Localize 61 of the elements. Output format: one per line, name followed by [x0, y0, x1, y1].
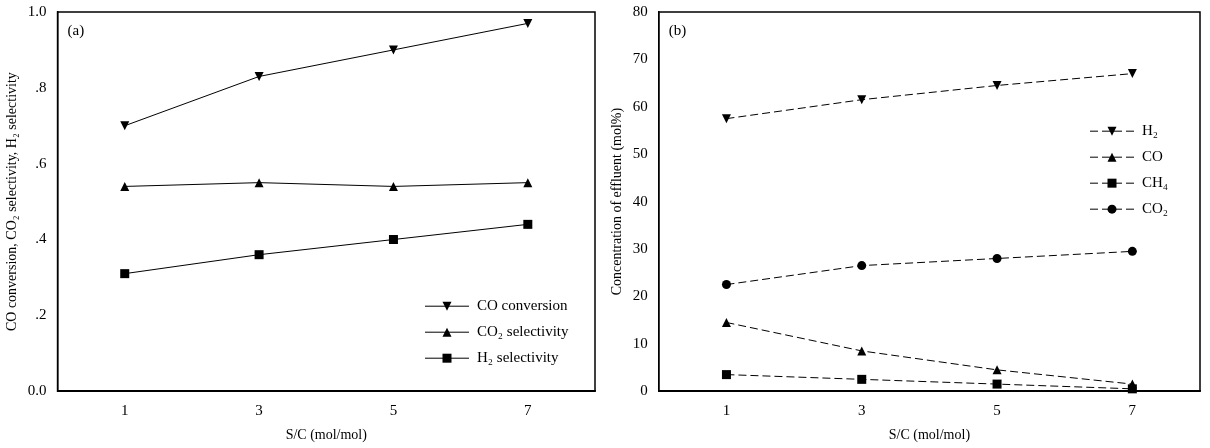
point — [1127, 69, 1137, 79]
y-tick-label: 1.0 — [27, 2, 47, 19]
x-tick-label: 3 — [255, 402, 263, 419]
legend-label: CO — [1142, 148, 1163, 165]
legend-label: H₂ selectivity — [477, 349, 559, 366]
point — [388, 235, 398, 245]
point — [388, 181, 398, 191]
point — [254, 178, 264, 188]
annotation: (a) — [67, 22, 85, 40]
y-tick-label: 20 — [632, 287, 648, 304]
legend-label: H₂ — [1142, 122, 1159, 139]
x-tick-label: 5 — [993, 402, 1001, 419]
x-tick-label: 3 — [858, 402, 866, 419]
y-tick-label: 50 — [632, 145, 648, 162]
x-tick-label: 7 — [1128, 402, 1137, 419]
y-tick-label: 80 — [632, 2, 648, 19]
point — [1127, 246, 1137, 256]
point — [120, 269, 130, 279]
point — [992, 253, 1002, 263]
y-tick-label: 60 — [632, 97, 648, 114]
y-tick-label: 0.0 — [27, 382, 47, 399]
legend-label: CO₂ selectivity — [477, 323, 569, 340]
point — [721, 370, 731, 380]
x-tick-label: 1 — [120, 402, 129, 419]
point — [721, 114, 731, 124]
x-axis-title: S/C (mol/mol) — [285, 427, 368, 444]
annotation: (b) — [668, 22, 687, 40]
point — [523, 178, 533, 188]
point — [992, 365, 1002, 375]
x-tick-label: 1 — [722, 402, 731, 419]
y-tick-label: .2 — [35, 306, 47, 323]
point — [254, 71, 264, 81]
y-tick-label: .8 — [35, 78, 47, 95]
y-tick-label: 0 — [640, 382, 648, 399]
point — [523, 219, 533, 229]
point — [721, 280, 731, 290]
point — [254, 250, 264, 260]
x-axis-title: S/C (mol/mol) — [888, 427, 971, 444]
y-tick-label: 70 — [632, 50, 648, 67]
legend-label: CO₂ — [1142, 200, 1169, 217]
point — [120, 181, 130, 191]
x-tick-label: 7 — [524, 402, 533, 419]
y-tick-label: 40 — [632, 192, 648, 209]
point — [523, 18, 533, 28]
y-tick-label: 10 — [632, 334, 648, 351]
point — [388, 45, 398, 55]
x-tick-label: 5 — [389, 402, 398, 419]
point — [857, 95, 867, 105]
legend-label: CO conversion — [477, 297, 568, 314]
y-axis-title: CO conversion, CO₂ selectivity, H₂ selectivity — [4, 72, 20, 332]
point — [857, 261, 867, 271]
y-axis-title: Concentration of effluent (mol%) — [609, 107, 626, 296]
point — [857, 374, 867, 384]
point — [992, 379, 1002, 389]
legend-label: CH₄ — [1142, 174, 1169, 191]
point — [992, 80, 1002, 90]
point — [120, 121, 130, 131]
y-tick-label: .4 — [35, 230, 48, 247]
y-tick-label: .6 — [35, 154, 48, 171]
y-tick-label: 30 — [632, 239, 648, 256]
point — [721, 317, 731, 327]
